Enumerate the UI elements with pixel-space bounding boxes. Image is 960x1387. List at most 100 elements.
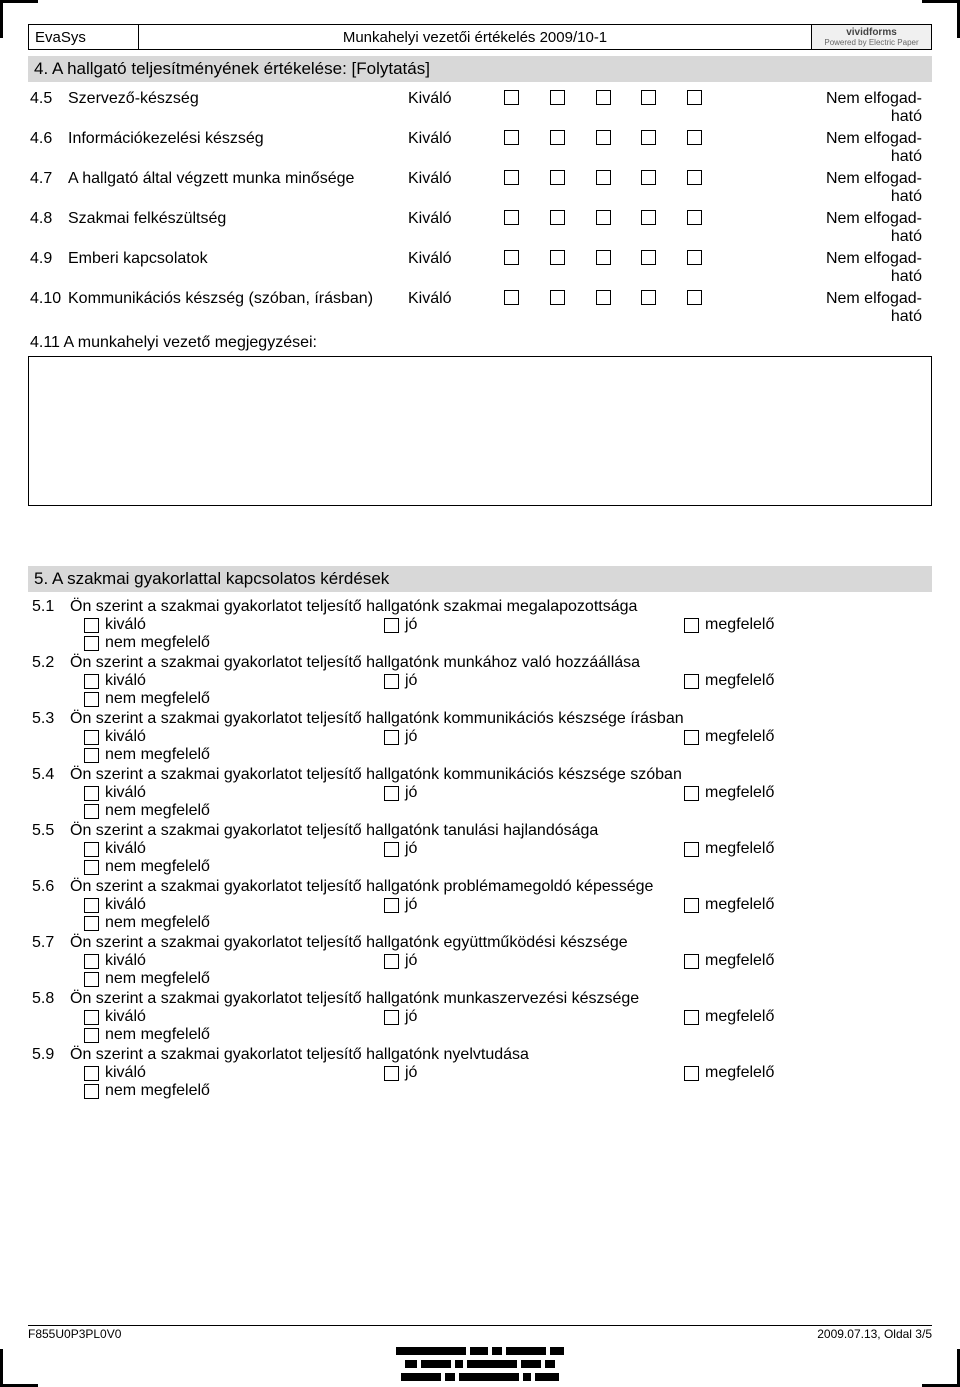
- rating-checkbox[interactable]: [641, 210, 656, 225]
- rating-checkbox[interactable]: [687, 130, 702, 145]
- option-checkbox[interactable]: [84, 804, 99, 819]
- rating-checkbox[interactable]: [504, 130, 519, 145]
- option-checkbox[interactable]: [384, 954, 399, 969]
- question-option: kiváló: [84, 784, 384, 802]
- rating-checkbox[interactable]: [641, 130, 656, 145]
- question-text: 5.5Ön szerint a szakmai gyakorlatot telj…: [28, 822, 932, 840]
- rating-checkbox[interactable]: [504, 250, 519, 265]
- rating-checkbox[interactable]: [641, 90, 656, 105]
- rating-num: 4.5: [28, 90, 68, 108]
- option-checkbox[interactable]: [84, 674, 99, 689]
- question-body: Ön szerint a szakmai gyakorlatot teljesí…: [70, 934, 932, 952]
- rating-checkbox[interactable]: [687, 250, 702, 265]
- option-checkbox[interactable]: [84, 692, 99, 707]
- question-option: megfelelő: [684, 1008, 884, 1026]
- logo-subtitle: Powered by Electric Paper: [824, 38, 918, 47]
- rating-checkbox[interactable]: [550, 290, 565, 305]
- option-checkbox[interactable]: [84, 618, 99, 633]
- option-checkbox[interactable]: [684, 954, 699, 969]
- rating-boxes: [498, 210, 708, 225]
- option-checkbox[interactable]: [84, 786, 99, 801]
- option-checkbox[interactable]: [384, 898, 399, 913]
- rating-checkbox[interactable]: [504, 290, 519, 305]
- rating-checkbox[interactable]: [550, 90, 565, 105]
- option-checkbox[interactable]: [384, 1066, 399, 1081]
- option-checkbox[interactable]: [384, 618, 399, 633]
- comment-text: A munkahelyi vezető megjegyzései:: [64, 334, 317, 351]
- rating-checkbox[interactable]: [504, 210, 519, 225]
- rating-checkbox[interactable]: [550, 210, 565, 225]
- comment-num: 4.11: [30, 334, 60, 351]
- option-checkbox[interactable]: [384, 842, 399, 857]
- question-text: 5.4Ön szerint a szakmai gyakorlatot telj…: [28, 766, 932, 784]
- option-checkbox[interactable]: [384, 1010, 399, 1025]
- option-checkbox[interactable]: [84, 916, 99, 931]
- crop-mark-top-left: [0, 0, 38, 38]
- option-checkbox[interactable]: [684, 1066, 699, 1081]
- rating-label: A hallgató által végzett munka minősége: [68, 170, 408, 188]
- option-checkbox[interactable]: [84, 1028, 99, 1043]
- question-text: 5.6Ön szerint a szakmai gyakorlatot telj…: [28, 878, 932, 896]
- question-text: 5.7Ön szerint a szakmai gyakorlatot telj…: [28, 934, 932, 952]
- option-checkbox[interactable]: [84, 898, 99, 913]
- rating-checkbox[interactable]: [596, 90, 611, 105]
- rating-checkbox[interactable]: [641, 170, 656, 185]
- question-options-row: nem megfelelő: [28, 858, 932, 876]
- option-label: kiváló: [105, 952, 146, 970]
- option-checkbox[interactable]: [84, 730, 99, 745]
- option-checkbox[interactable]: [84, 1066, 99, 1081]
- option-checkbox[interactable]: [84, 860, 99, 875]
- rating-checkbox[interactable]: [687, 290, 702, 305]
- rating-checkbox[interactable]: [504, 90, 519, 105]
- option-checkbox[interactable]: [684, 1010, 699, 1025]
- rating-checkbox[interactable]: [641, 250, 656, 265]
- rating-checkbox[interactable]: [550, 170, 565, 185]
- option-checkbox[interactable]: [84, 1084, 99, 1099]
- question-block: 5.3Ön szerint a szakmai gyakorlatot telj…: [28, 710, 932, 764]
- rating-checkbox[interactable]: [687, 210, 702, 225]
- option-label: jó: [405, 952, 417, 970]
- option-checkbox[interactable]: [384, 674, 399, 689]
- rating-checkbox[interactable]: [687, 170, 702, 185]
- question-options-row: nem megfelelő: [28, 970, 932, 988]
- option-checkbox[interactable]: [384, 730, 399, 745]
- rating-boxes: [498, 250, 708, 265]
- rating-label: Szakmai felkészültség: [68, 210, 408, 228]
- rating-checkbox[interactable]: [596, 290, 611, 305]
- question-options-row: kiválójómegfelelő: [28, 728, 932, 746]
- rating-checkbox[interactable]: [596, 170, 611, 185]
- rating-checkbox[interactable]: [550, 250, 565, 265]
- option-checkbox[interactable]: [384, 786, 399, 801]
- question-option: nem megfelelő: [84, 1026, 384, 1044]
- option-checkbox[interactable]: [684, 674, 699, 689]
- option-checkbox[interactable]: [84, 842, 99, 857]
- option-checkbox[interactable]: [684, 842, 699, 857]
- question-option: kiváló: [84, 896, 384, 914]
- rating-boxes: [498, 170, 708, 185]
- option-checkbox[interactable]: [684, 730, 699, 745]
- rating-checkbox[interactable]: [550, 130, 565, 145]
- option-checkbox[interactable]: [84, 1010, 99, 1025]
- question-options-row: nem megfelelő: [28, 1082, 932, 1100]
- option-checkbox[interactable]: [684, 618, 699, 633]
- rating-checkbox[interactable]: [596, 210, 611, 225]
- section-4-comment-box[interactable]: [28, 356, 932, 506]
- rating-checkbox[interactable]: [596, 130, 611, 145]
- option-checkbox[interactable]: [84, 636, 99, 651]
- rating-checkbox[interactable]: [641, 290, 656, 305]
- rating-checkbox[interactable]: [687, 90, 702, 105]
- rating-checkbox[interactable]: [596, 250, 611, 265]
- rating-left-anchor: Kiváló: [408, 130, 498, 148]
- question-option: jó: [384, 616, 684, 634]
- question-option: jó: [384, 1064, 684, 1082]
- question-option: kiváló: [84, 1064, 384, 1082]
- option-checkbox[interactable]: [84, 972, 99, 987]
- option-checkbox[interactable]: [84, 954, 99, 969]
- option-label: jó: [405, 616, 417, 634]
- option-checkbox[interactable]: [684, 898, 699, 913]
- option-checkbox[interactable]: [684, 786, 699, 801]
- question-body: Ön szerint a szakmai gyakorlatot teljesí…: [70, 766, 932, 784]
- rating-checkbox[interactable]: [504, 170, 519, 185]
- option-checkbox[interactable]: [84, 748, 99, 763]
- question-options-row: nem megfelelő: [28, 802, 932, 820]
